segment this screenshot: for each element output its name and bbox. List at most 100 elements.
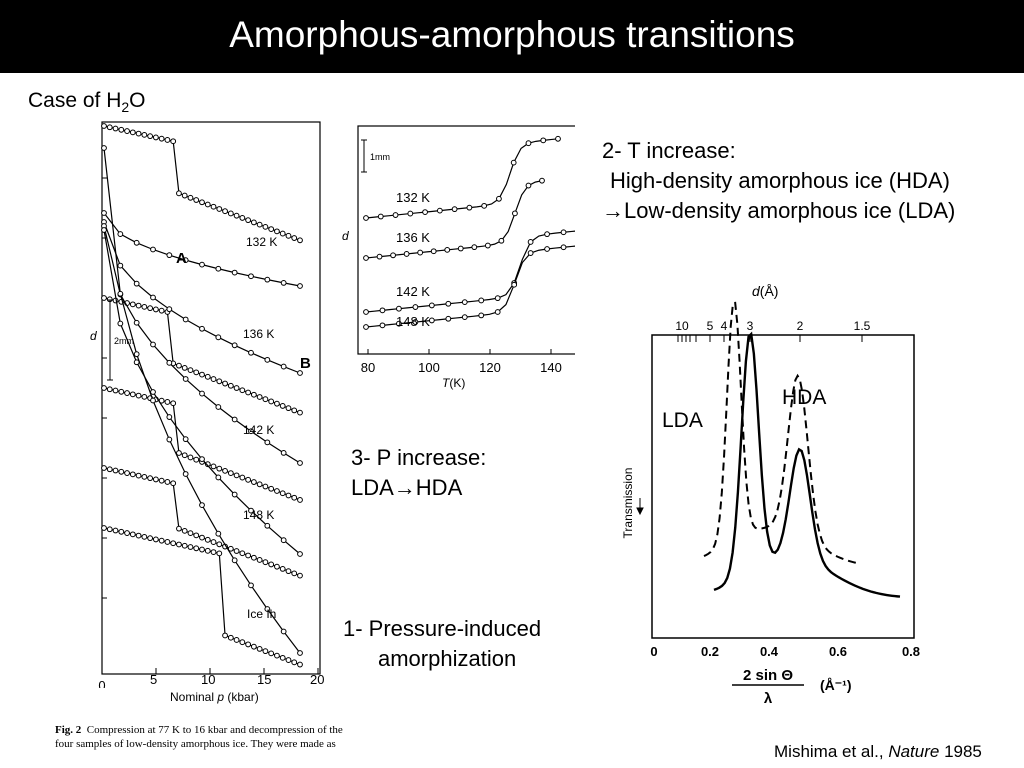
compression-curve-0-point — [239, 215, 246, 221]
compression-curve-4-point — [199, 546, 205, 553]
compression-curve-4-point — [291, 659, 298, 666]
compression-curve-3-point — [129, 471, 136, 478]
decompression-curve-2-point — [264, 439, 271, 446]
temperature-curve-2-point — [445, 300, 452, 307]
decompression-curve-1-point — [117, 262, 124, 269]
compression-curve-4-point — [216, 550, 223, 557]
decompression-curve-0-point — [182, 257, 189, 264]
decompression-curve-0-point — [166, 252, 173, 259]
compression-curve-2-point — [216, 465, 223, 472]
case-suffix: O — [129, 89, 146, 112]
temperature-curve-1-point — [444, 246, 451, 253]
compression-curve-2-point — [118, 388, 125, 395]
decompression-curve-3-point — [297, 551, 303, 557]
compression-curve-4-point — [164, 539, 171, 545]
p-xtick-0: 0 — [98, 678, 105, 688]
compression-curve-0-point — [291, 235, 298, 241]
temperature-curve-3-point — [527, 250, 534, 256]
temperature-curve-1-point — [471, 244, 478, 251]
compression-curve-4-point — [222, 632, 228, 639]
decompression-curve-1-point — [248, 349, 254, 356]
temperature-curve-3-point — [461, 314, 468, 321]
p-xlabel-var: p — [217, 690, 225, 704]
decompression-curve-1-point — [297, 370, 303, 376]
t-label-136k: 136 K — [396, 230, 430, 245]
pressure-scale-bar — [107, 299, 113, 381]
decompression-curve-4-point — [264, 606, 271, 612]
decompression-curve-2-point — [166, 359, 173, 366]
compression-curve-4-point — [187, 544, 194, 550]
compression-curve-0-point — [222, 208, 228, 215]
temperature-curve-0-point — [481, 202, 488, 209]
compression-curve-1-point — [158, 307, 165, 314]
pressure-x-tick-labels: 0 — [98, 678, 105, 688]
compression-curve-4-point — [106, 526, 113, 533]
temperature-y-label: d — [342, 229, 349, 243]
compression-curve-1-point — [129, 301, 136, 308]
compression-curve-0-point — [124, 128, 130, 134]
compression-curve-2-point — [124, 390, 130, 396]
p-xtick-20: 20 — [310, 672, 325, 687]
compression-curve-2-point — [279, 490, 286, 497]
compression-curve-1-point — [199, 371, 205, 378]
compression-curve-0-point — [118, 126, 125, 133]
compression-curve-0-point — [279, 230, 286, 237]
temperature-curve-3-point — [478, 312, 485, 319]
decompression-curve-1-point — [166, 306, 173, 313]
decompression-curve-0-point — [248, 273, 254, 280]
note-t-increase-hda: High-density amorphous ice (HDA) — [610, 168, 950, 193]
compression-curve-3-point — [233, 548, 240, 554]
compression-curve-0-point — [106, 124, 113, 131]
diffraction-frame — [651, 334, 915, 639]
compression-curve-2-point — [204, 461, 211, 468]
compression-curve-4-point — [101, 525, 107, 531]
pressure-x-ticks — [101, 668, 319, 674]
compression-curve-3-point — [112, 467, 119, 474]
compression-curve-0-point — [181, 192, 188, 199]
decompression-curve-0-point — [101, 210, 107, 216]
compression-curve-2-point — [129, 391, 136, 398]
temperature-curve-0-point — [392, 212, 399, 218]
temperature-curve-2-point — [478, 297, 485, 304]
compression-curve-3-point — [256, 557, 263, 563]
compression-curve-0-point — [193, 197, 200, 203]
compression-curve-4-point — [279, 654, 286, 661]
temperature-curve-0-point — [525, 140, 532, 147]
decompression-curve-3-point — [182, 436, 189, 443]
temperature-curve-0-point — [363, 215, 369, 221]
decompression-curve-2-point — [231, 416, 238, 423]
decompression-curve-4-point — [150, 397, 156, 404]
top-axis-ticks: 10 5 4 3 2 1.5 — [675, 319, 870, 333]
temperature-curve-0-point — [540, 137, 547, 144]
temperature-curve-1-point — [403, 251, 410, 257]
compression-curve-3-point — [285, 568, 292, 575]
compression-curve-2-point — [187, 454, 194, 461]
temperature-curve-1-point — [430, 248, 437, 255]
decompression-curve-3-point — [166, 414, 173, 420]
temperature-curve-1-point — [484, 242, 491, 249]
case-prefix: Case of H — [28, 89, 122, 112]
compression-curve-4-point — [118, 528, 125, 535]
compression-curve-2-point — [245, 476, 252, 483]
compression-curve-2-point — [250, 479, 257, 485]
compression-curve-1-point — [291, 407, 298, 414]
compression-curve-2-point — [210, 463, 217, 470]
top-axis-title: d(Å) — [752, 283, 778, 299]
pressure-figure: 2mm d 132 K 136 K 142 K 148 K Ice Ih A B… — [90, 121, 321, 688]
temperature-curve-3-point — [560, 244, 567, 251]
compression-curve-4-point — [204, 547, 211, 554]
compression-curve-4-point — [268, 650, 275, 657]
decompression-curve-2-point — [297, 460, 303, 466]
compression-curve-3-point — [245, 552, 252, 559]
compression-curve-1-point — [141, 303, 148, 310]
temperature-curve-3-point — [363, 324, 369, 330]
temperature-curve-1-point — [363, 255, 369, 261]
compression-curve-3-point — [199, 534, 205, 541]
hda-label: HDA — [782, 386, 827, 409]
compression-curve-3-point — [118, 468, 125, 475]
compression-curve-0-point — [256, 221, 263, 228]
compression-curve-4-point — [181, 542, 188, 549]
decompression-curve-0-point — [297, 283, 303, 289]
compression-curve-3-point — [135, 472, 142, 479]
temperature-curve-0-point — [422, 209, 428, 215]
